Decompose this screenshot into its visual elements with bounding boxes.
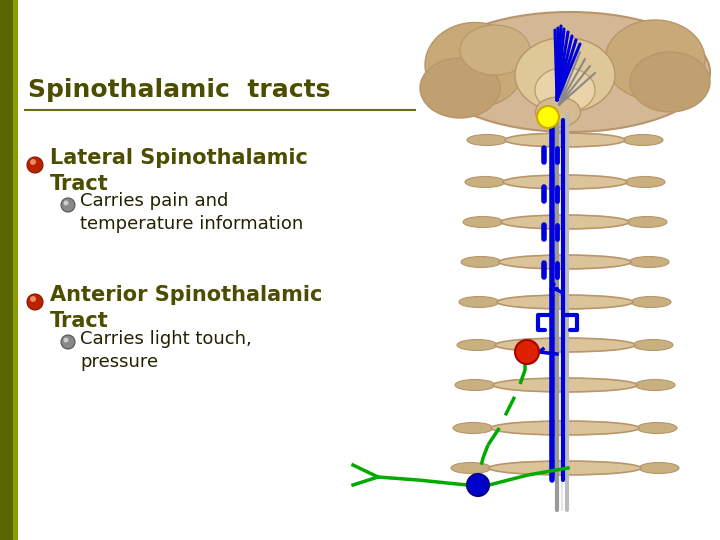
- Ellipse shape: [491, 421, 639, 435]
- Ellipse shape: [459, 296, 499, 307]
- Circle shape: [61, 335, 75, 349]
- Circle shape: [30, 159, 36, 165]
- Text: Carries light touch,
pressure: Carries light touch, pressure: [80, 330, 252, 371]
- Ellipse shape: [631, 296, 671, 307]
- Ellipse shape: [495, 338, 635, 352]
- Text: Spinothalamic  tracts: Spinothalamic tracts: [28, 78, 330, 102]
- Ellipse shape: [499, 255, 631, 269]
- Circle shape: [537, 106, 559, 128]
- Ellipse shape: [503, 175, 627, 189]
- Ellipse shape: [623, 134, 663, 145]
- Ellipse shape: [536, 97, 580, 127]
- Ellipse shape: [463, 217, 503, 227]
- Text: Lateral Spinothalamic
Tract: Lateral Spinothalamic Tract: [50, 148, 308, 194]
- Ellipse shape: [451, 462, 491, 474]
- Ellipse shape: [630, 52, 710, 112]
- Ellipse shape: [605, 20, 705, 100]
- Ellipse shape: [467, 134, 507, 145]
- Ellipse shape: [535, 68, 595, 112]
- Ellipse shape: [460, 25, 530, 75]
- Ellipse shape: [465, 177, 505, 187]
- Ellipse shape: [505, 133, 625, 147]
- Circle shape: [63, 338, 68, 342]
- Circle shape: [467, 474, 489, 496]
- Ellipse shape: [637, 422, 677, 434]
- Ellipse shape: [497, 295, 633, 309]
- Bar: [13, 0, 18, 540]
- Circle shape: [27, 157, 43, 173]
- Text: Anterior Spinothalamic
Tract: Anterior Spinothalamic Tract: [50, 285, 323, 330]
- Ellipse shape: [635, 380, 675, 390]
- Circle shape: [61, 198, 75, 212]
- Ellipse shape: [420, 58, 500, 118]
- Ellipse shape: [627, 217, 667, 227]
- Ellipse shape: [633, 340, 673, 350]
- Circle shape: [30, 296, 36, 302]
- Ellipse shape: [425, 23, 525, 107]
- Ellipse shape: [430, 12, 710, 132]
- Ellipse shape: [639, 462, 679, 474]
- Circle shape: [27, 294, 43, 310]
- Ellipse shape: [625, 177, 665, 187]
- Circle shape: [515, 340, 539, 364]
- Ellipse shape: [455, 380, 495, 390]
- Ellipse shape: [489, 461, 641, 475]
- Ellipse shape: [453, 422, 493, 434]
- Text: Carries pain and
temperature information: Carries pain and temperature information: [80, 192, 303, 233]
- Ellipse shape: [461, 256, 501, 267]
- Ellipse shape: [493, 378, 637, 392]
- Ellipse shape: [629, 256, 669, 267]
- Ellipse shape: [515, 37, 615, 112]
- Ellipse shape: [457, 340, 497, 350]
- Ellipse shape: [501, 215, 629, 229]
- Bar: [0, 0, 18, 540]
- Circle shape: [63, 200, 68, 206]
